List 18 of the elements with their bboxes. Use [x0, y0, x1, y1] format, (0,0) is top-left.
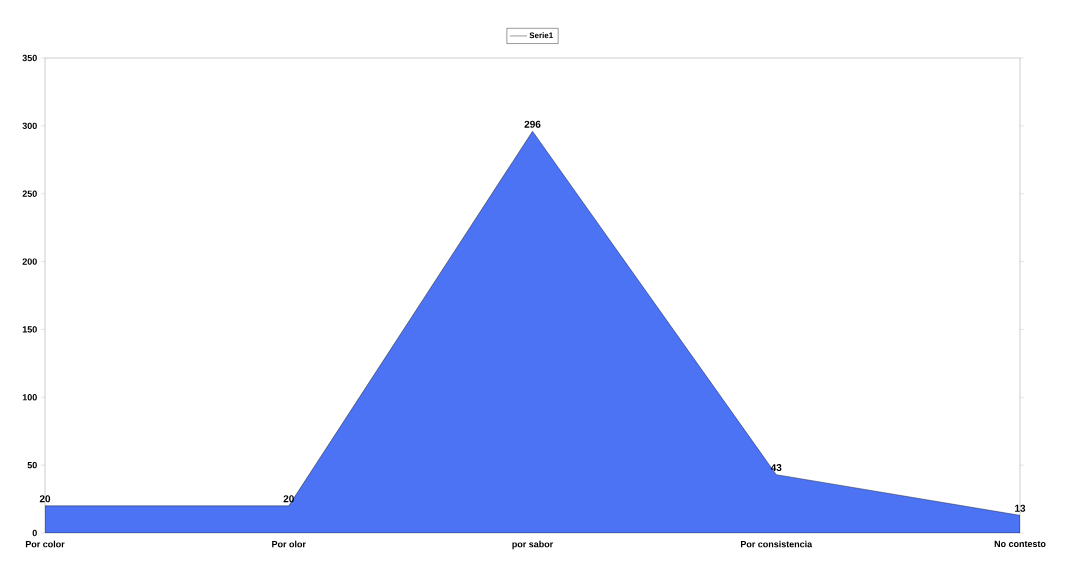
y-tick-label: 250	[22, 190, 37, 197]
y-tick-label: 0	[32, 529, 37, 537]
data-label: 13	[1015, 504, 1026, 512]
y-tick-label: 200	[22, 258, 37, 265]
data-label: 43	[770, 464, 782, 472]
data-label: 20	[283, 495, 294, 503]
data-label: 20	[39, 495, 51, 503]
x-tick-label: Por consistencia	[740, 540, 813, 548]
x-tick-label: Por olor	[272, 540, 306, 548]
y-tick-label: 300	[22, 122, 37, 130]
y-tick-label: 350	[22, 54, 37, 62]
y-tick-label: 50	[27, 461, 37, 469]
y-tick-label: 100	[22, 394, 37, 401]
x-tick-label: No contesto	[994, 540, 1046, 548]
x-tick-label: Por color	[25, 540, 65, 548]
x-tick-label: por sabor	[512, 540, 554, 550]
data-label: 296	[524, 120, 541, 128]
y-tick-label: 150	[22, 326, 37, 333]
